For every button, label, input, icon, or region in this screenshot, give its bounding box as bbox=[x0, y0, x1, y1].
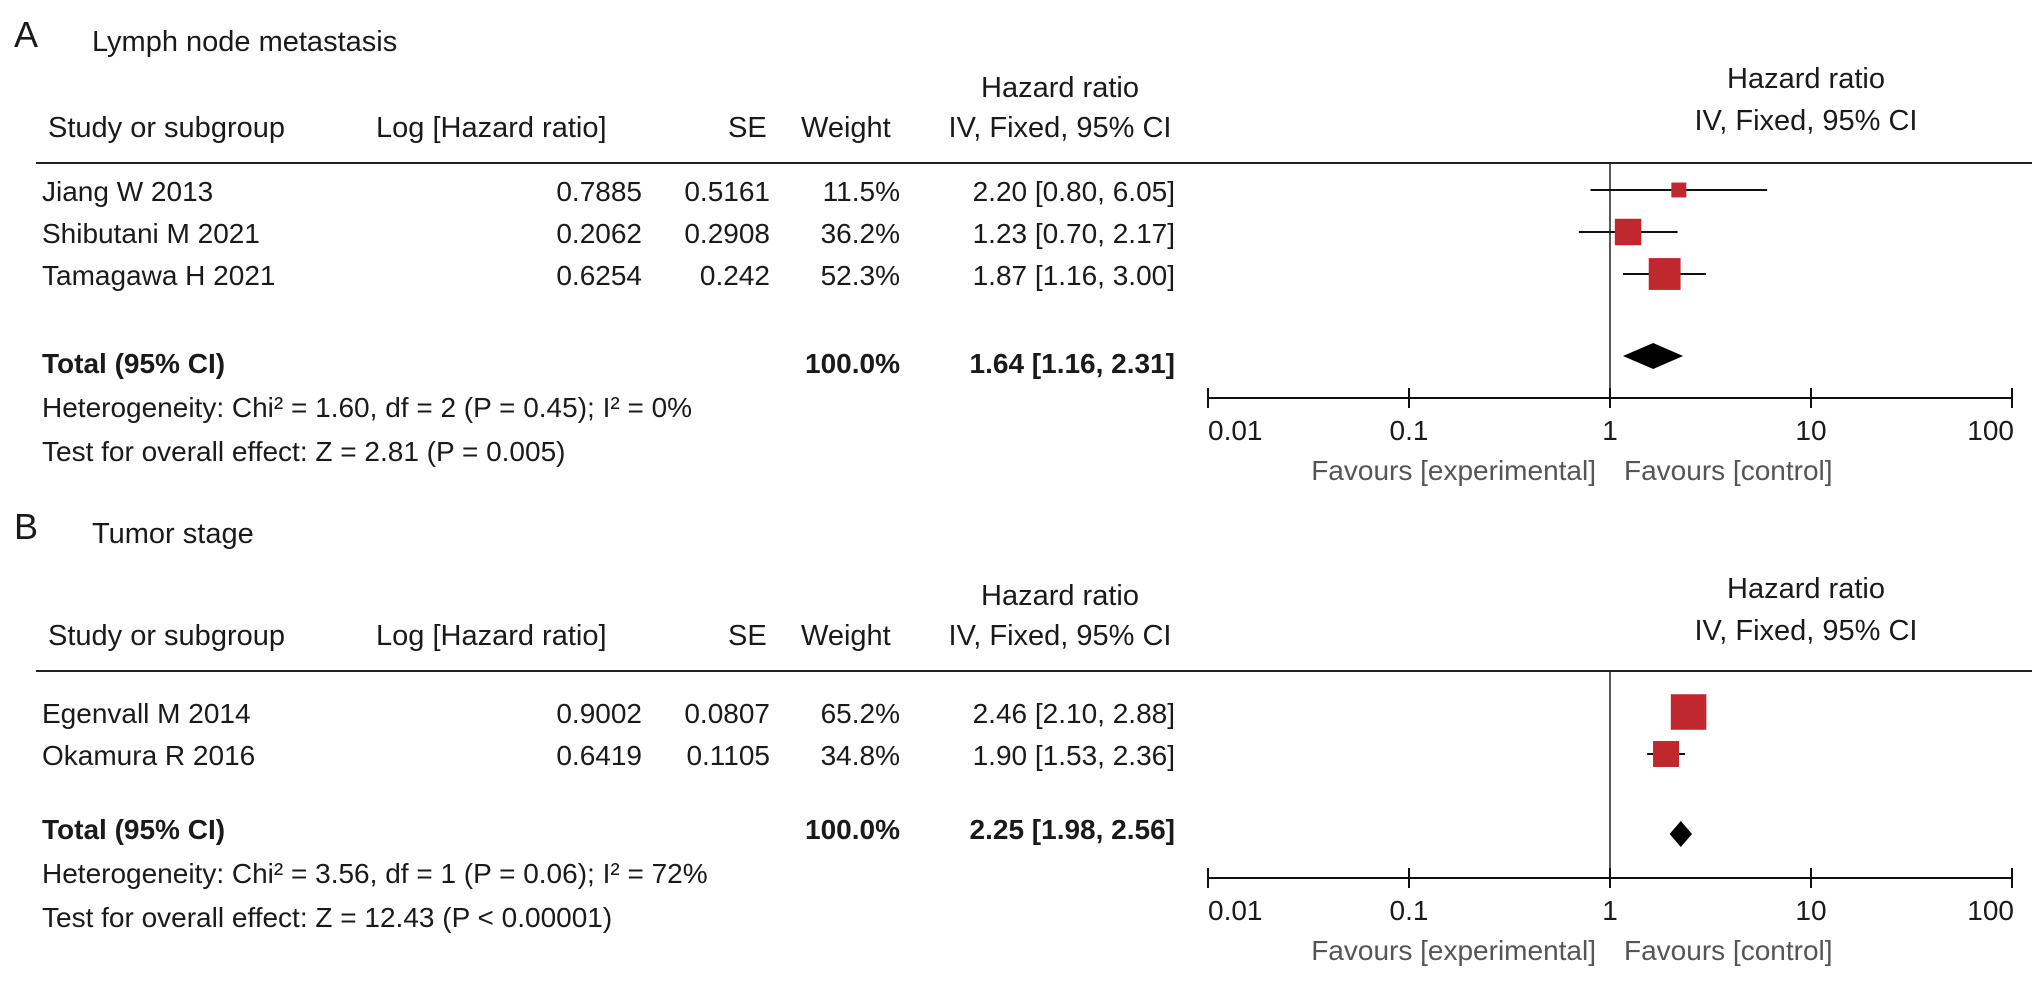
favours-right-label: Favours [control] bbox=[1624, 455, 1833, 486]
header-ci: IV, Fixed, 95% CI bbox=[948, 112, 1172, 144]
total-ci: 1.64 [1.16, 2.31] bbox=[969, 348, 1175, 379]
overall-effect-text: Test for overall effect: Z = 12.43 (P < … bbox=[42, 902, 613, 933]
weight-value: 65.2% bbox=[820, 698, 900, 729]
header-rule bbox=[36, 670, 2032, 672]
header-rule bbox=[36, 162, 2032, 164]
header-study: Study or subgroup bbox=[48, 620, 285, 652]
plot-header-line1: Hazard ratio bbox=[1727, 63, 1885, 95]
x-tick-label: 0.1 bbox=[1390, 895, 1429, 926]
study-name: Shibutani M 2021 bbox=[42, 218, 260, 249]
log-hr-value: 0.9002 bbox=[556, 698, 642, 729]
total-label: Total (95% CI) bbox=[42, 814, 226, 845]
se-value: 0.0807 bbox=[684, 698, 770, 729]
ci-value: 2.46 [2.10, 2.88] bbox=[972, 698, 1175, 729]
log-hr-value: 0.6419 bbox=[556, 740, 642, 771]
weight-value: 11.5% bbox=[822, 176, 900, 207]
x-tick-label: 1 bbox=[1602, 415, 1618, 446]
se-value: 0.242 bbox=[699, 260, 770, 291]
total-diamond bbox=[1622, 343, 1684, 369]
favours-right-label: Favours [control] bbox=[1624, 935, 1833, 966]
study-name: Okamura R 2016 bbox=[42, 740, 256, 771]
panel-title: Lymph node metastasis bbox=[92, 26, 398, 58]
total-diamond bbox=[1669, 821, 1693, 847]
header-hazard-ratio: Hazard ratio bbox=[981, 72, 1139, 104]
plot-header-line2: IV, Fixed, 95% CI bbox=[1695, 105, 1918, 137]
header-se: SE bbox=[728, 112, 767, 144]
se-value: 0.2908 bbox=[684, 218, 770, 249]
total-label: Total (95% CI) bbox=[42, 348, 226, 379]
x-tick-label: 0.01 bbox=[1208, 895, 1263, 926]
study-name: Jiang W 2013 bbox=[42, 176, 214, 207]
study-square bbox=[1671, 182, 1687, 198]
study-square bbox=[1670, 694, 1707, 730]
x-tick-label: 10 bbox=[1795, 895, 1826, 926]
total-weight: 100.0% bbox=[805, 348, 900, 379]
weight-value: 52.3% bbox=[820, 260, 900, 291]
study-square bbox=[1648, 258, 1681, 290]
x-tick-label: 100 bbox=[1967, 895, 2014, 926]
log-hr-value: 0.2062 bbox=[556, 218, 642, 249]
study-name: Tamagawa H 2021 bbox=[42, 260, 276, 291]
header-log-hr: Log [Hazard ratio] bbox=[376, 620, 607, 652]
se-value: 0.5161 bbox=[684, 176, 770, 207]
ci-value: 1.90 [1.53, 2.36] bbox=[972, 740, 1175, 771]
header-se: SE bbox=[728, 620, 767, 652]
ci-value: 1.23 [0.70, 2.17] bbox=[972, 218, 1175, 249]
heterogeneity-text: Heterogeneity: Chi² = 3.56, df = 1 (P = … bbox=[42, 858, 708, 889]
x-tick-label: 0.01 bbox=[1208, 415, 1263, 446]
study-square bbox=[1614, 218, 1642, 246]
x-tick-label: 0.1 bbox=[1390, 415, 1429, 446]
forest-plot-b: Hazard ratio IV, Fixed, 95% CI 0.01 0.1 1 10 1… bbox=[1207, 573, 2014, 966]
x-tick-label: 1 bbox=[1602, 895, 1618, 926]
forest-panel-b: B Tumor stage Hazard ratio Study or subg… bbox=[0, 492, 2032, 982]
ci-value: 1.87 [1.16, 3.00] bbox=[972, 260, 1175, 291]
forest-plot-a: Hazard ratio IV, Fixed, 95% CI 0.01 0.1 1 10 1… bbox=[1207, 63, 2014, 486]
x-tick-label: 100 bbox=[1967, 415, 2014, 446]
study-name: Egenvall M 2014 bbox=[42, 698, 251, 729]
panel-letter: A bbox=[14, 14, 39, 55]
log-hr-value: 0.6254 bbox=[556, 260, 642, 291]
ci-value: 2.20 [0.80, 6.05] bbox=[972, 176, 1175, 207]
panel-title: Tumor stage bbox=[92, 518, 254, 550]
log-hr-value: 0.7885 bbox=[556, 176, 642, 207]
header-study: Study or subgroup bbox=[48, 112, 285, 144]
overall-effect-text: Test for overall effect: Z = 2.81 (P = 0… bbox=[42, 436, 566, 467]
study-square bbox=[1653, 741, 1680, 767]
x-tick-label: 10 bbox=[1795, 415, 1826, 446]
se-value: 0.1105 bbox=[686, 740, 770, 771]
favours-left-label: Favours [experimental] bbox=[1311, 455, 1596, 486]
forest-panel-a: A Lymph node metastasis Hazard ratio Stu… bbox=[0, 0, 2032, 490]
total-ci: 2.25 [1.98, 2.56] bbox=[969, 814, 1175, 845]
header-weight: Weight bbox=[801, 620, 891, 652]
header-log-hr: Log [Hazard ratio] bbox=[376, 112, 607, 144]
total-weight: 100.0% bbox=[805, 814, 900, 845]
weight-value: 34.8% bbox=[820, 740, 900, 771]
header-weight: Weight bbox=[801, 112, 891, 144]
weight-value: 36.2% bbox=[820, 218, 900, 249]
plot-header-line1: Hazard ratio bbox=[1727, 573, 1885, 605]
header-ci: IV, Fixed, 95% CI bbox=[948, 620, 1172, 652]
panel-letter: B bbox=[14, 506, 39, 547]
heterogeneity-text: Heterogeneity: Chi² = 1.60, df = 2 (P = … bbox=[42, 392, 693, 423]
plot-header-line2: IV, Fixed, 95% CI bbox=[1695, 615, 1918, 647]
favours-left-label: Favours [experimental] bbox=[1311, 935, 1596, 966]
header-hazard-ratio: Hazard ratio bbox=[981, 580, 1139, 612]
